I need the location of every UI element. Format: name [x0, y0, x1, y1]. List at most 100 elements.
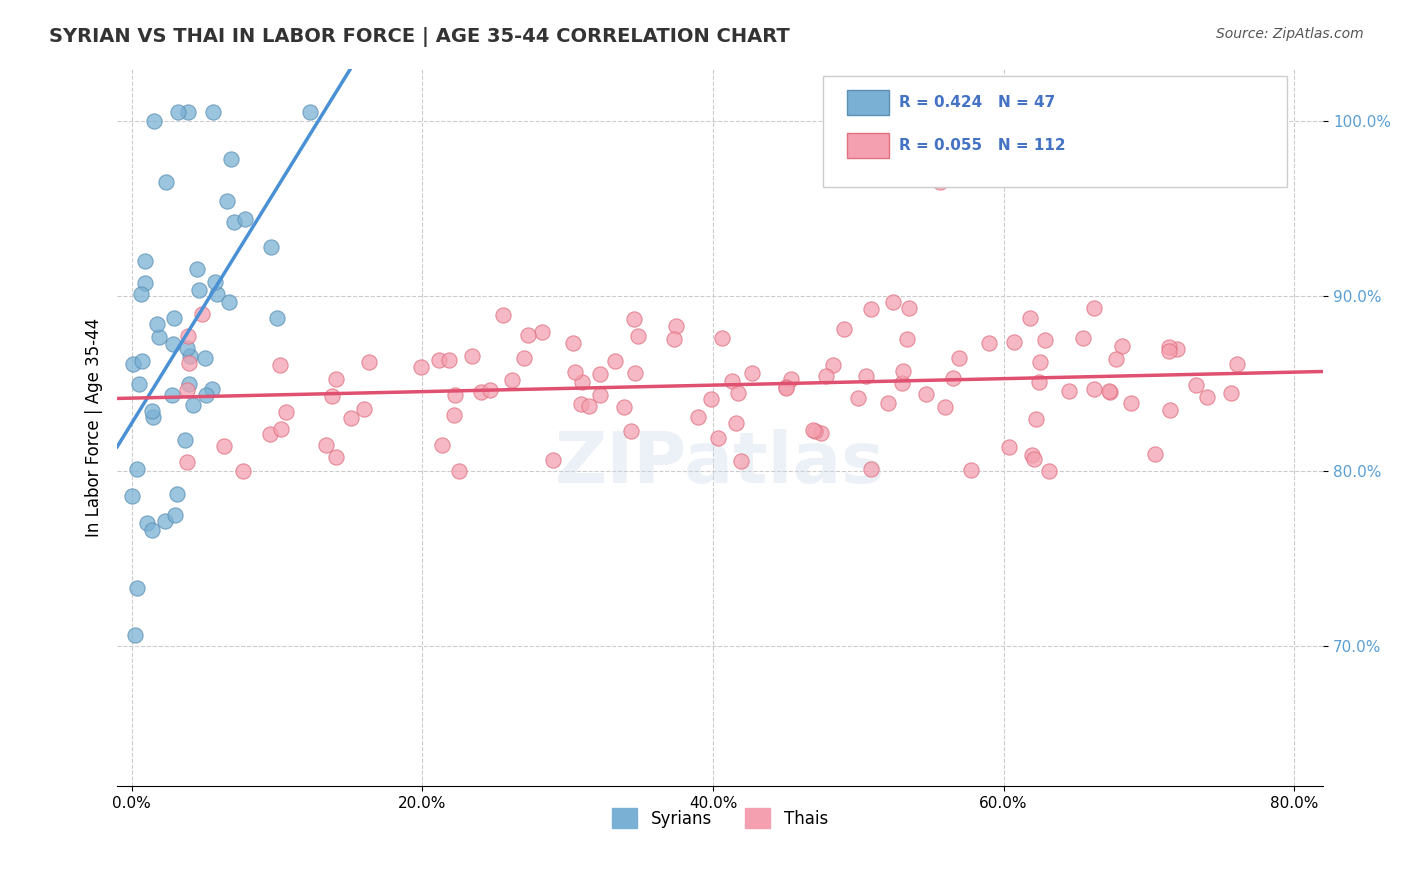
Thais [177, 329, 200, 343]
Thais [1225, 357, 1247, 371]
Text: Source: ZipAtlas.com: Source: ZipAtlas.com [1216, 27, 1364, 41]
Thais [855, 368, 877, 383]
Syrians [131, 354, 153, 368]
Thais [1105, 352, 1128, 367]
Thais [1029, 354, 1052, 368]
Syrians [146, 317, 169, 331]
Thais [353, 402, 375, 417]
Thais [775, 380, 797, 394]
Syrians [155, 175, 177, 189]
Thais [724, 417, 747, 431]
Thais [325, 450, 347, 464]
Syrians [224, 215, 246, 229]
Thais [1159, 344, 1181, 359]
Syrians [153, 515, 176, 529]
Thais [1159, 340, 1181, 354]
Syrians [148, 330, 170, 344]
Syrians [233, 211, 256, 226]
Thais [700, 392, 723, 407]
Thais [915, 387, 938, 401]
Syrians [135, 516, 157, 531]
Thais [259, 426, 281, 441]
Syrians [143, 114, 166, 128]
Syrians [187, 284, 209, 298]
Syrians [176, 105, 198, 120]
Thais [997, 440, 1019, 454]
Syrians [134, 253, 156, 268]
Thais [569, 397, 592, 411]
Syrians [166, 105, 188, 120]
Thais [443, 388, 465, 402]
Syrians [162, 337, 184, 351]
Thais [461, 349, 484, 363]
Syrians [260, 239, 283, 253]
Syrians [202, 105, 225, 120]
Syrians [179, 349, 201, 363]
Thais [859, 302, 882, 317]
Thais [662, 332, 685, 346]
Thais [269, 358, 291, 372]
Thais [177, 355, 200, 369]
Syrians [127, 582, 149, 596]
Thais [513, 351, 536, 365]
Thais [541, 453, 564, 467]
Thais [321, 389, 343, 403]
Thais [432, 438, 454, 452]
Thais [979, 335, 1001, 350]
Thais [934, 400, 956, 414]
Thais [492, 309, 515, 323]
Thais [710, 331, 733, 345]
Thais [1119, 396, 1142, 410]
Thais [1002, 335, 1025, 350]
Thais [960, 463, 983, 477]
Thais [890, 376, 912, 390]
Thais [664, 318, 686, 333]
Syrians [194, 351, 217, 366]
Thais [437, 352, 460, 367]
Thais [571, 376, 593, 390]
Thais [274, 404, 297, 418]
Thais [775, 381, 797, 395]
Syrians [166, 487, 188, 501]
Thais [561, 336, 583, 351]
Thais [803, 425, 825, 439]
Thais [315, 438, 337, 452]
Thais [427, 352, 450, 367]
Syrians [181, 398, 204, 412]
Syrians [266, 310, 288, 325]
Thais [929, 175, 952, 189]
Thais [176, 455, 198, 469]
Text: R = 0.424   N = 47: R = 0.424 N = 47 [898, 95, 1054, 110]
Thais [409, 359, 432, 374]
Thais [443, 408, 465, 422]
Syrians [162, 310, 184, 325]
Syrians [141, 524, 163, 538]
Syrians [160, 387, 183, 401]
Thais [1098, 385, 1121, 400]
FancyBboxPatch shape [846, 90, 889, 115]
Thais [1022, 452, 1045, 467]
Thais [1083, 382, 1105, 396]
Thais [578, 399, 600, 413]
Thais [859, 461, 882, 475]
Syrians [215, 194, 238, 209]
Syrians [129, 287, 152, 301]
Thais [1038, 464, 1060, 478]
Thais [1159, 402, 1181, 417]
Thais [810, 425, 832, 440]
Syrians [186, 261, 208, 276]
Thais [707, 430, 730, 444]
Syrians [124, 628, 146, 642]
Text: ZIPatlas: ZIPatlas [555, 428, 886, 498]
Thais [501, 373, 523, 387]
Thais [1111, 339, 1133, 353]
Thais [447, 464, 470, 478]
Thais [624, 366, 647, 380]
Syrians [128, 377, 150, 392]
Syrians [298, 105, 321, 120]
Text: SYRIAN VS THAI IN LABOR FORCE | AGE 35-44 CORRELATION CHART: SYRIAN VS THAI IN LABOR FORCE | AGE 35-4… [49, 27, 790, 46]
Syrians [207, 287, 229, 301]
Syrians [134, 276, 156, 290]
Syrians [201, 382, 224, 396]
Syrians [127, 462, 149, 476]
